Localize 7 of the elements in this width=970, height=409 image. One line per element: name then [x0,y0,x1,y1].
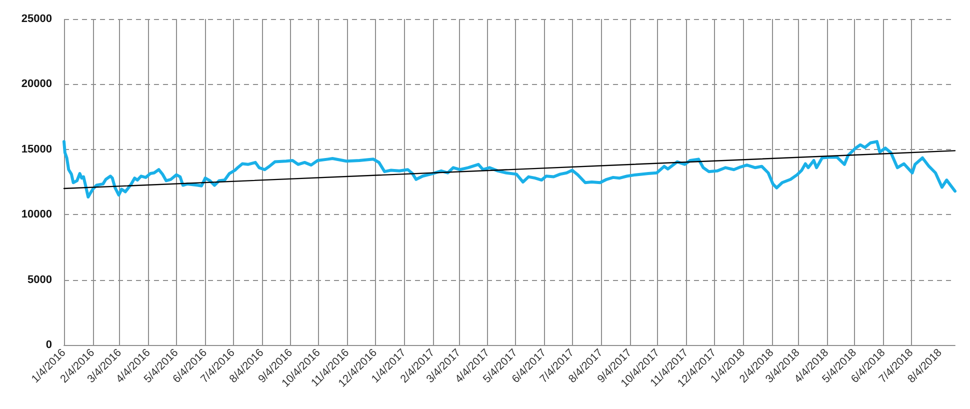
y-tick-label: 20000 [21,78,52,90]
y-tick-label: 25000 [21,13,52,25]
y-tick-label: 10000 [21,208,52,221]
y-tick-label: 0 [46,339,52,351]
line-series [62,140,956,198]
y-tick-label: 15000 [21,143,52,156]
y-tick-label: 5000 [28,274,52,286]
